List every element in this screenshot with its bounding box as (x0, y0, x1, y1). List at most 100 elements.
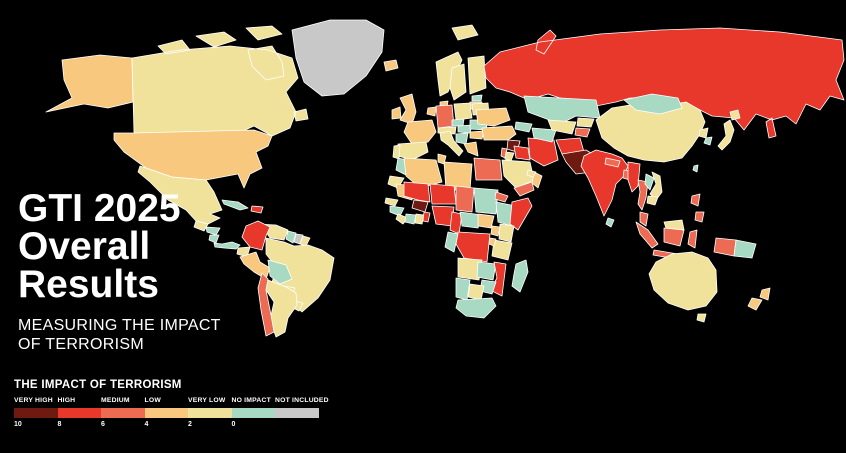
country-greece (463, 141, 479, 157)
legend-swatch-very-low (188, 408, 232, 418)
country-nepal (604, 157, 621, 168)
country-colombia (241, 220, 271, 251)
country-kazakhstan (523, 95, 601, 125)
country-russia (483, 27, 845, 139)
country-south-africa (455, 297, 497, 319)
country-spain (397, 141, 429, 161)
legend-label-very-low: VERY LOW (188, 397, 226, 404)
country-oman (531, 171, 543, 189)
country-portugal (392, 144, 401, 160)
legend-tick-4: 4 (144, 421, 149, 428)
subtitle-line-1: MEASURING THE IMPACT (18, 317, 221, 334)
legend-tick-6: 6 (101, 421, 105, 428)
country-bolivia (267, 259, 293, 285)
country-chile (257, 272, 275, 337)
country-taiwan (692, 164, 699, 173)
country-benelux (426, 106, 437, 117)
country-italy (439, 130, 464, 157)
legend-tick-10: 10 (14, 421, 22, 428)
country-mongolia (623, 93, 683, 115)
country-cuba (221, 199, 249, 211)
country-somalia (509, 197, 533, 231)
country-tasmania (696, 313, 707, 323)
legend-swatch-very-high (14, 408, 58, 418)
legend-ticks: 10 8 6 4 2 0 (14, 421, 334, 428)
country-uzbekistan (547, 119, 577, 135)
legend-label-high: HIGH (57, 397, 76, 404)
country-papua-new-guinea (733, 239, 757, 259)
country-canada (131, 25, 309, 137)
country-malaysia-borneo (663, 219, 685, 231)
legend-swatch-high (57, 408, 101, 418)
country-turkmenistan (531, 127, 557, 143)
legend-title: THE IMPACT OF TERRORISM (14, 379, 182, 391)
country-haiti (250, 205, 264, 214)
legend-label-no-impact: NO IMPACT (231, 397, 271, 404)
country-mexico (137, 165, 223, 225)
country-angola (457, 257, 483, 281)
legend: THE IMPACT OF TERRORISM VERY HIGH HIGH M… (14, 379, 334, 428)
country-jordan (504, 151, 515, 162)
country-laos (644, 173, 655, 191)
country-poland (453, 102, 473, 121)
country-myanmar (627, 161, 641, 193)
legend-tick-2: 2 (188, 421, 192, 428)
country-central-african-republic (459, 211, 483, 229)
country-greenland (291, 19, 385, 97)
legend-swatch-not-included (275, 408, 319, 418)
country-india (580, 149, 629, 217)
country-svalbard (451, 24, 479, 41)
subtitle: MEASURING THE IMPACT OF TERRORISM (18, 316, 221, 354)
legend-tick-8: 8 (57, 421, 62, 428)
country-dr-congo (455, 231, 491, 263)
country-germany (435, 104, 455, 129)
title-block: GTI 2025 Overall Results MEASURING THE I… (18, 189, 221, 354)
legend-labels: VERY HIGH HIGH MEDIUM LOW VERY LOW NO IM… (14, 397, 334, 404)
country-norway (435, 51, 463, 97)
country-guinea (389, 205, 405, 217)
country-guatemala (193, 220, 209, 232)
country-costa-rica-panama (213, 241, 241, 250)
country-alaska (45, 54, 134, 113)
country-ukraine (475, 107, 511, 127)
country-france (403, 119, 437, 145)
country-finland (467, 55, 487, 95)
country-tanzania (491, 239, 513, 261)
country-iceland (383, 59, 399, 72)
legend-label-very-high: VERY HIGH (14, 397, 53, 404)
country-sudan (473, 187, 499, 215)
country-sri-lanka (605, 217, 615, 228)
country-kyrgyzstan (576, 117, 595, 128)
legend-swatch-no-impact (231, 408, 275, 418)
country-south-sudan (477, 213, 495, 229)
legend-tick-0: 0 (231, 421, 236, 428)
country-turkey (481, 125, 517, 141)
country-burkina-faso (411, 199, 429, 213)
country-vietnam (649, 171, 663, 201)
country-kenya (498, 223, 515, 243)
country-south-korea (703, 136, 713, 146)
page-title-line-3: Results (18, 263, 159, 306)
country-chad (455, 185, 475, 213)
country-botswana (467, 283, 485, 301)
legend-label-not-included: NOT INCLUDED (275, 397, 329, 404)
country-niger (429, 183, 457, 205)
country-australia (648, 251, 718, 311)
country-malaysia-peninsula (639, 211, 649, 227)
country-cambodia (646, 195, 659, 206)
legend-tick-none (275, 421, 319, 428)
country-argentina (265, 279, 298, 338)
country-egypt (473, 157, 503, 181)
country-madagascar (511, 259, 529, 293)
country-peru (239, 251, 271, 280)
country-sweden (449, 63, 467, 101)
country-uganda (490, 225, 501, 237)
country-balkans (455, 132, 469, 145)
country-tajikistan (574, 127, 591, 138)
country-iran (527, 137, 559, 167)
legend-swatch-medium (101, 408, 145, 418)
country-new-zealand (747, 287, 771, 311)
country-usa (113, 129, 273, 189)
country-caucasus (514, 121, 533, 133)
